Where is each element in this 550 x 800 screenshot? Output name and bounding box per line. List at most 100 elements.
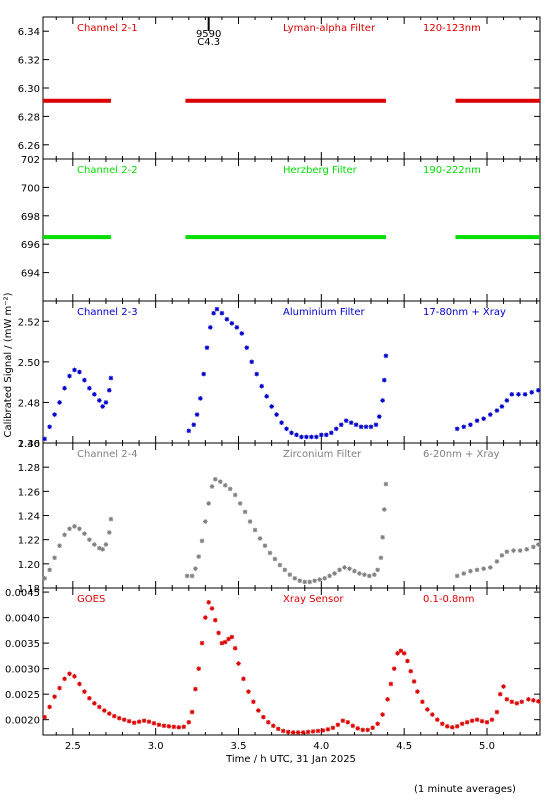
data-point bbox=[340, 718, 346, 724]
data-point bbox=[398, 648, 404, 654]
data-point bbox=[299, 434, 304, 440]
data-point bbox=[454, 573, 460, 579]
data-point bbox=[193, 686, 198, 692]
data-point bbox=[345, 719, 351, 725]
data-point bbox=[304, 434, 309, 440]
data-point bbox=[275, 726, 281, 732]
data-point bbox=[459, 721, 465, 727]
data-point bbox=[106, 387, 112, 393]
data-point bbox=[72, 524, 77, 529]
data-point bbox=[352, 568, 357, 574]
panel-4: Channel 2-4 Zirconium Filter 6-20nm + Xray… bbox=[18, 439, 541, 595]
data-point bbox=[468, 568, 473, 574]
data-point bbox=[82, 531, 87, 536]
data-point bbox=[319, 432, 324, 438]
data-point bbox=[262, 543, 268, 549]
series-points bbox=[43, 235, 540, 240]
data-point bbox=[57, 400, 62, 405]
data-point bbox=[514, 701, 520, 706]
data-point bbox=[184, 573, 190, 579]
data-point bbox=[363, 424, 369, 430]
data-point bbox=[266, 719, 271, 725]
data-point bbox=[229, 321, 235, 326]
data-point bbox=[516, 392, 521, 397]
data-point bbox=[103, 542, 109, 547]
data-point bbox=[47, 704, 52, 710]
y-tick-label: 0.0045 bbox=[5, 588, 40, 599]
series-points bbox=[42, 599, 541, 735]
panel-title-2: Aluminium Filter bbox=[283, 307, 366, 318]
data-point bbox=[497, 691, 503, 697]
data-point bbox=[151, 720, 157, 726]
data-point bbox=[337, 567, 342, 573]
data-point bbox=[208, 325, 213, 330]
x-tick-label: 3.5 bbox=[231, 741, 247, 752]
data-point bbox=[161, 723, 167, 729]
data-point bbox=[277, 562, 283, 568]
data-point bbox=[100, 404, 105, 409]
data-point bbox=[106, 530, 112, 535]
data-point bbox=[186, 719, 192, 725]
data-point bbox=[353, 422, 359, 428]
data-point bbox=[199, 640, 205, 646]
panel-1: Channel 2-1 Lyman-alpha Filter 120-123nm 6.… bbox=[18, 16, 541, 160]
panel-title-3: 17-80nm + Xray bbox=[423, 307, 506, 318]
y-tick-label: 1.30 bbox=[18, 439, 40, 450]
panel-title-3: 190-222nm bbox=[423, 165, 481, 176]
data-point bbox=[264, 394, 269, 399]
data-point bbox=[247, 519, 253, 524]
x-tick-label: 4.5 bbox=[396, 741, 412, 752]
y-tick-label: 700 bbox=[21, 183, 40, 194]
data-point bbox=[287, 572, 293, 578]
data-point bbox=[216, 630, 221, 636]
data-point bbox=[136, 719, 142, 725]
data-point bbox=[82, 689, 87, 694]
data-point bbox=[103, 400, 109, 405]
data-point bbox=[312, 578, 317, 584]
data-point bbox=[444, 724, 450, 729]
x-tick-label: 3.0 bbox=[148, 741, 164, 752]
data-point bbox=[388, 681, 394, 687]
data-point bbox=[484, 719, 490, 725]
data-point bbox=[97, 704, 102, 710]
data-point bbox=[52, 555, 57, 561]
y-tick-label: 6.26 bbox=[18, 141, 40, 152]
panel-title-3: 6-20nm + Xray bbox=[423, 449, 500, 460]
data-point bbox=[449, 725, 455, 730]
data-point bbox=[77, 526, 82, 532]
data-point bbox=[292, 576, 298, 581]
series-points bbox=[42, 476, 541, 585]
data-point bbox=[317, 577, 322, 582]
y-tick-label: 6.34 bbox=[18, 27, 40, 38]
data-point bbox=[499, 553, 505, 558]
data-point bbox=[380, 534, 385, 540]
data-point bbox=[111, 713, 117, 719]
data-point bbox=[270, 723, 276, 729]
data-point bbox=[87, 537, 92, 542]
data-point bbox=[343, 418, 349, 423]
data-point bbox=[383, 353, 389, 359]
data-point bbox=[191, 422, 197, 428]
data-point bbox=[360, 727, 366, 733]
data-point bbox=[259, 383, 264, 389]
data-point bbox=[108, 375, 114, 381]
data-point bbox=[246, 689, 251, 694]
data-point bbox=[332, 571, 337, 576]
panel-title-1: Channel 2-4 bbox=[77, 449, 138, 460]
data-point bbox=[92, 542, 97, 547]
data-point bbox=[524, 547, 530, 552]
data-point bbox=[328, 430, 334, 436]
data-point bbox=[464, 719, 470, 725]
data-point bbox=[261, 714, 266, 720]
data-point bbox=[285, 729, 291, 735]
data-point bbox=[193, 566, 198, 571]
data-point bbox=[72, 367, 77, 373]
data-point bbox=[206, 501, 211, 506]
data-point bbox=[517, 548, 523, 553]
y-tick-label: 1.18 bbox=[18, 584, 40, 595]
data-point bbox=[282, 567, 288, 573]
data-point bbox=[181, 724, 187, 730]
data-point bbox=[481, 416, 486, 421]
data-point bbox=[330, 725, 336, 731]
